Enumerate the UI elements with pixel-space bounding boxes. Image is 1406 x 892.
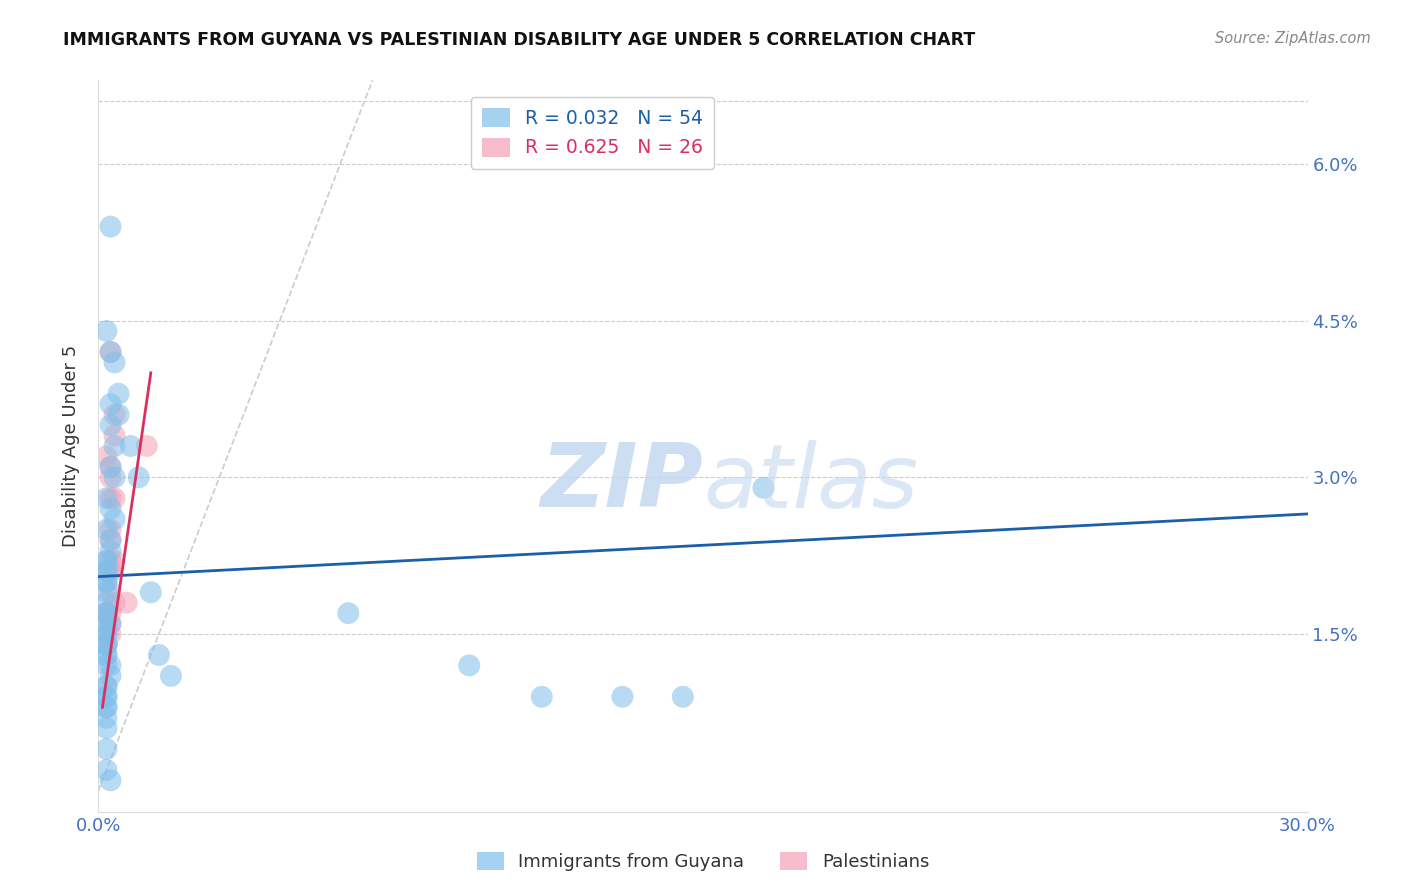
Point [120, 439, 142, 453]
Point [100, 470, 122, 484]
Point [100, 565, 122, 579]
Point [100, 669, 122, 683]
Point [96, 616, 118, 631]
Point [100, 491, 122, 506]
Point [100, 397, 122, 411]
Point [100, 219, 122, 234]
Point [100, 616, 122, 631]
Point [96, 565, 118, 579]
Point [96, 585, 118, 599]
Point [96, 648, 118, 662]
Point [100, 616, 122, 631]
Point [96, 574, 118, 589]
Point [337, 606, 360, 620]
Point [128, 470, 150, 484]
Point [100, 773, 122, 788]
Point [103, 512, 125, 526]
Point [100, 565, 122, 579]
Point [96, 450, 118, 464]
Point [96, 638, 118, 652]
Point [96, 658, 118, 673]
Point [96, 638, 118, 652]
Point [107, 408, 129, 422]
Point [96, 700, 118, 714]
Point [100, 501, 122, 516]
Point [96, 606, 118, 620]
Point [96, 606, 118, 620]
Point [100, 533, 122, 547]
Point [96, 648, 118, 662]
Point [96, 627, 118, 641]
Point [100, 345, 122, 359]
Point [96, 763, 118, 777]
Point [103, 491, 125, 506]
Point [100, 585, 122, 599]
Point [100, 459, 122, 474]
Point [458, 658, 481, 673]
Point [530, 690, 553, 704]
Point [96, 324, 118, 338]
Point [100, 627, 122, 641]
Point [96, 721, 118, 735]
Text: ZIP: ZIP [540, 439, 703, 526]
Point [103, 439, 125, 453]
Point [100, 345, 122, 359]
Point [115, 596, 138, 610]
Point [100, 523, 122, 537]
Point [96, 700, 118, 714]
Point [96, 491, 118, 506]
Point [96, 627, 118, 641]
Point [96, 679, 118, 693]
Point [135, 439, 157, 453]
Point [96, 638, 118, 652]
Point [103, 428, 125, 442]
Point [96, 523, 118, 537]
Text: Source: ZipAtlas.com: Source: ZipAtlas.com [1215, 31, 1371, 46]
Point [96, 565, 118, 579]
Point [139, 585, 162, 599]
Point [148, 648, 170, 662]
Point [100, 606, 122, 620]
Point [96, 638, 118, 652]
Point [612, 690, 634, 704]
Point [96, 616, 118, 631]
Point [672, 690, 695, 704]
Point [96, 711, 118, 725]
Point [107, 386, 129, 401]
Point [100, 418, 122, 433]
Point [96, 554, 118, 568]
Point [96, 596, 118, 610]
Text: IMMIGRANTS FROM GUYANA VS PALESTINIAN DISABILITY AGE UNDER 5 CORRELATION CHART: IMMIGRANTS FROM GUYANA VS PALESTINIAN DI… [63, 31, 976, 49]
Y-axis label: Disability Age Under 5: Disability Age Under 5 [62, 345, 80, 547]
Point [96, 679, 118, 693]
Point [100, 554, 122, 568]
Point [96, 606, 118, 620]
Point [96, 742, 118, 756]
Point [103, 408, 125, 422]
Legend: R = 0.032   N = 54, R = 0.625   N = 26: R = 0.032 N = 54, R = 0.625 N = 26 [471, 97, 714, 169]
Point [100, 533, 122, 547]
Point [160, 669, 183, 683]
Point [103, 470, 125, 484]
Point [96, 554, 118, 568]
Point [752, 481, 775, 495]
Point [100, 459, 122, 474]
Legend: Immigrants from Guyana, Palestinians: Immigrants from Guyana, Palestinians [470, 845, 936, 879]
Point [100, 658, 122, 673]
Point [96, 690, 118, 704]
Text: atlas: atlas [703, 440, 918, 525]
Point [103, 596, 125, 610]
Point [103, 554, 125, 568]
Point [96, 574, 118, 589]
Point [103, 355, 125, 369]
Point [96, 690, 118, 704]
Point [100, 543, 122, 558]
Point [96, 606, 118, 620]
